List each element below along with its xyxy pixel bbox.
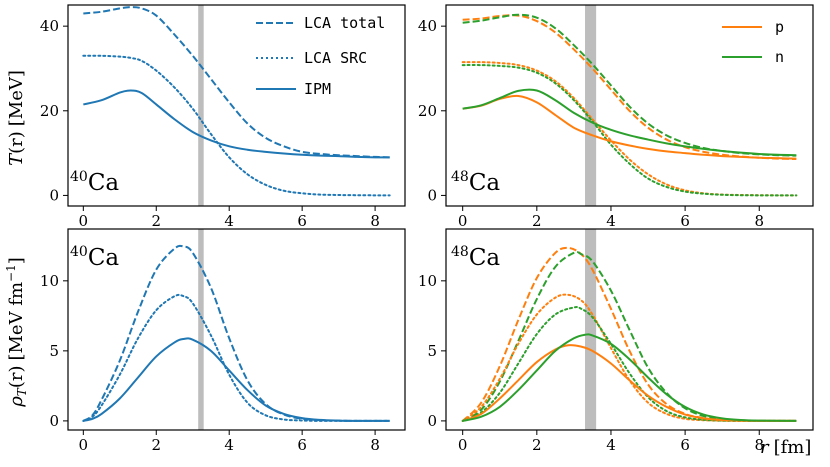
- legend-label-ipm: IPM: [304, 80, 331, 98]
- series-line-n-ipm: [462, 333, 797, 422]
- y-tick-label: 0: [427, 186, 437, 204]
- y-tick-label: 20: [418, 102, 437, 120]
- shaded-band: [585, 229, 597, 430]
- x-tick-label: 4: [224, 212, 234, 230]
- series-line-p-lca-src: [461, 293, 798, 422]
- y-tick-label: 40: [418, 17, 437, 35]
- series-line-n-lca-src: [461, 306, 798, 422]
- series-group: [461, 13, 798, 197]
- shaded-band: [585, 5, 597, 206]
- series-line-n-lca-src: [461, 64, 798, 197]
- nucleus-label-rho-ca40: 40Ca: [70, 244, 119, 271]
- legend-label-n: n: [775, 48, 784, 66]
- panel-rho-ca48: 0 2 4 6 8 0 5 10: [418, 228, 814, 454]
- y-tick-label: 10: [40, 272, 59, 290]
- plot-frame: [445, 228, 814, 431]
- series-line-p-lca-total: [462, 14, 797, 161]
- shaded-band: [198, 5, 204, 206]
- plot-frame: [445, 4, 814, 207]
- series-group: [82, 244, 391, 422]
- plot-frame: [67, 228, 406, 431]
- nucleus-label-rho-ca48: 48Ca: [451, 244, 500, 271]
- x-tick-label: 6: [297, 436, 307, 454]
- x-tick-label: 2: [532, 212, 542, 230]
- y-tick-label: 40: [40, 17, 59, 35]
- y-tick-label: 5: [427, 342, 437, 360]
- legend-label-p: p: [775, 18, 784, 36]
- legend-left: LCA total LCA SRC IPM: [256, 14, 385, 98]
- series-line-lca-src: [82, 54, 391, 197]
- x-tick-label: 8: [754, 436, 764, 454]
- y-tick-label: 10: [418, 272, 437, 290]
- series-line-p-ipm: [462, 94, 797, 160]
- y-tick-label: 0: [49, 412, 59, 430]
- series-group: [461, 246, 798, 422]
- x-tick-label: 0: [458, 436, 468, 454]
- series-line-ipm: [83, 337, 390, 422]
- legend-label-lca-src: LCA SRC: [304, 49, 367, 67]
- x-tick-label: 8: [370, 212, 380, 230]
- y-tick-label: 5: [49, 342, 59, 360]
- y-tick-label: 0: [49, 186, 59, 204]
- plot-frame: [67, 4, 406, 207]
- panel-T-ca40: 0 2 4 6 8 0 20 40: [40, 4, 406, 230]
- x-tick-label: 4: [224, 436, 234, 454]
- x-tick-label: 0: [458, 212, 468, 230]
- x-tick-label: 0: [79, 212, 89, 230]
- x-tick-label: 6: [297, 212, 307, 230]
- x-tick-label: 4: [606, 436, 616, 454]
- panel-rho-ca40: 0 2 4 6 8 0 5 10: [40, 228, 406, 454]
- series-line-lca-total: [82, 244, 390, 422]
- x-tick-label: 0: [79, 436, 89, 454]
- series-line-p-lca-src: [461, 61, 798, 197]
- x-tick-label: 8: [754, 212, 764, 230]
- x-tick-label: 2: [151, 212, 161, 230]
- x-tick-label: 6: [680, 436, 690, 454]
- x-axis-label: r [fm]: [760, 437, 811, 458]
- legend-label-lca-total: LCA total: [304, 14, 385, 32]
- y-tick-label: 0: [427, 412, 437, 430]
- panel-T-ca48: 0 2 4 6 8 0 20 40: [418, 4, 814, 230]
- x-tick-label: 6: [680, 212, 690, 230]
- nucleus-label-T-ca40: 40Ca: [70, 169, 119, 196]
- series-group: [82, 6, 391, 197]
- bottom-y-axis-label: ρT(r)[MeV fm−1]: [4, 257, 29, 408]
- x-tick-label: 4: [606, 212, 616, 230]
- legend-right: p n: [722, 18, 784, 66]
- x-tick-label: 2: [151, 436, 161, 454]
- series-line-ipm: [83, 89, 390, 159]
- series-line-n-lca-total: [462, 13, 797, 157]
- series-line-n-ipm: [462, 88, 797, 157]
- series-line-p-ipm: [462, 344, 797, 422]
- nucleus-label-T-ca48: 48Ca: [451, 169, 500, 196]
- y-tick-label: 20: [40, 102, 59, 120]
- top-y-axis-label: T(r)[MeV]: [6, 70, 27, 166]
- x-tick-label: 2: [532, 436, 542, 454]
- shaded-band: [198, 229, 204, 430]
- x-tick-label: 8: [370, 436, 380, 454]
